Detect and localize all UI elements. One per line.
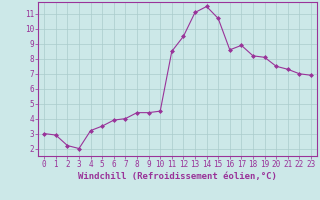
X-axis label: Windchill (Refroidissement éolien,°C): Windchill (Refroidissement éolien,°C) (78, 172, 277, 181)
